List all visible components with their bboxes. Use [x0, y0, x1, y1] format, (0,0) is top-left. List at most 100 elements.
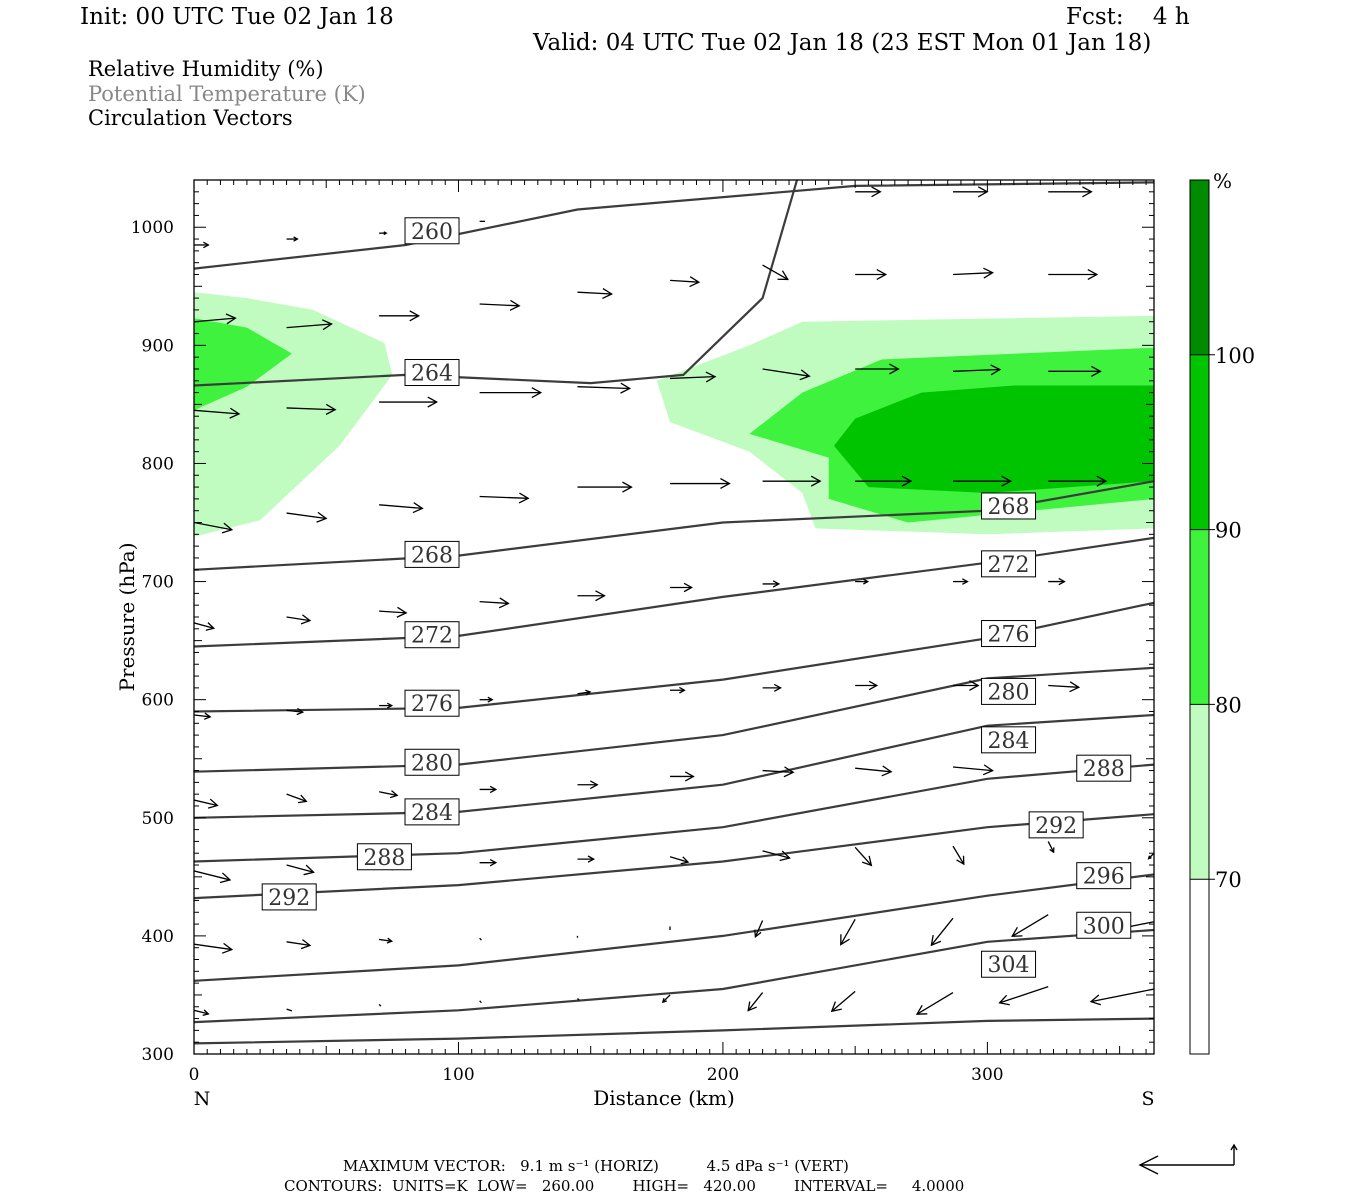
circulation-vector — [855, 186, 882, 198]
field-label-potential-temperature: Potential Temperature (K) — [88, 82, 366, 106]
contour-label: 264 — [404, 359, 460, 387]
svg-text:300: 300 — [1083, 914, 1125, 939]
circulation-vector — [1048, 577, 1066, 586]
circulation-vector — [1047, 841, 1055, 854]
circulation-vector — [194, 942, 234, 954]
circulation-vector — [479, 492, 530, 504]
circulation-vector — [762, 580, 781, 588]
circulation-vector — [762, 475, 822, 487]
circulation-vector — [855, 765, 893, 777]
circulation-vector — [762, 766, 795, 778]
colorbar-segment — [1190, 529, 1209, 705]
y-tick-label: 400 — [142, 927, 174, 947]
circulation-vector — [1048, 475, 1108, 487]
circulation-vector — [670, 582, 693, 593]
colorbar-tick-label: 100 — [1215, 344, 1255, 368]
circulation-vector — [762, 850, 791, 862]
svg-text:272: 272 — [411, 624, 453, 649]
colorbar-tick-label: 70 — [1215, 868, 1242, 892]
circulation-vector — [286, 793, 308, 804]
circulation-vector — [855, 363, 900, 375]
circulation-vector — [952, 764, 994, 776]
circulation-vector — [670, 771, 695, 782]
contour-label: 304 — [981, 950, 1037, 978]
contour-label: 272 — [981, 550, 1037, 578]
init-time-label: Init: 00 UTC Tue 02 Jan 18 — [80, 4, 394, 30]
humidity-zone-80 — [194, 318, 292, 411]
circulation-vector — [762, 683, 782, 692]
circulation-vector — [286, 614, 312, 625]
svg-text:288: 288 — [1083, 757, 1125, 782]
svg-text:304: 304 — [988, 953, 1030, 978]
y-tick-label: 800 — [142, 454, 174, 474]
theta-contour-288 — [194, 763, 1154, 863]
theta-contour-276 — [194, 601, 1154, 713]
contour-label: 284 — [404, 798, 460, 826]
humidity-zone-90 — [834, 385, 1154, 493]
circulation-vector — [1011, 914, 1049, 937]
svg-text:272: 272 — [988, 553, 1030, 578]
circulation-vector — [1048, 186, 1093, 198]
colorbar-segment — [1190, 354, 1209, 530]
theta-contour-304 — [194, 1017, 1154, 1045]
field-label-circulation-vectors: Circulation Vectors — [88, 106, 293, 130]
circulation-vector — [577, 288, 614, 300]
circulation-vector — [661, 994, 671, 1004]
circulation-vector — [194, 622, 216, 631]
contour-label: 288 — [356, 843, 412, 871]
circulation-vector — [1048, 681, 1081, 693]
x-tick-label: 0 — [189, 1065, 200, 1085]
x-tick-label: 200 — [707, 1065, 739, 1085]
circulation-vector — [953, 186, 989, 198]
circulation-vector — [855, 268, 888, 281]
circulation-vector — [953, 680, 980, 691]
contour-label: 272 — [404, 621, 460, 649]
circulation-vector — [286, 1008, 293, 1012]
circulation-vector — [952, 267, 994, 279]
circulation-vector — [479, 696, 494, 703]
circulation-vector — [1048, 268, 1099, 281]
circulation-vector — [194, 798, 219, 809]
circulation-vector — [577, 590, 606, 602]
circulation-vector — [577, 780, 599, 790]
circulation-vector — [379, 937, 394, 944]
circulation-vector — [855, 680, 879, 691]
theta-contour-296 — [194, 873, 1154, 982]
svg-text:280: 280 — [988, 680, 1030, 705]
reference-vector — [1138, 1143, 1238, 1175]
circulation-vector — [952, 845, 965, 866]
circulation-vector — [379, 310, 421, 322]
svg-text:280: 280 — [411, 751, 453, 776]
circulation-vector — [194, 241, 210, 249]
theta-contours — [194, 180, 1154, 1045]
axes: 300 400 500 600 700 800 900 1000 0 100 200 300 Dista… — [115, 179, 1155, 1110]
circulation-vector — [840, 919, 856, 946]
circulation-vector — [286, 236, 299, 242]
circulation-vector — [762, 368, 811, 381]
colorbar-tick-label: 80 — [1215, 693, 1242, 717]
circulation-vector — [479, 1000, 482, 1004]
colorbar-unit: % — [1213, 169, 1232, 193]
contour-label: 280 — [404, 748, 460, 776]
valid-time-label: Valid: 04 UTC Tue 02 Jan 18 (23 EST Mon … — [533, 30, 1152, 56]
circulation-vector — [577, 382, 632, 394]
contour-labels: 3043002962922922882882842842802802762762… — [261, 217, 1132, 978]
circulation-vector — [286, 511, 328, 523]
circulation-vector — [379, 231, 388, 236]
circulation-vector — [194, 521, 234, 534]
circulation-vector — [286, 403, 337, 415]
circulation-vector — [194, 870, 232, 884]
contour-label: 268 — [404, 540, 460, 568]
circulation-vector — [194, 313, 237, 325]
contour-label: 280 — [981, 677, 1037, 705]
circulation-vector — [830, 990, 856, 1013]
circulation-vector — [379, 502, 424, 514]
circulation-vector — [577, 481, 633, 493]
max-vector-note: MAXIMUM VECTOR: 9.1 m s⁻¹ (HORIZ) 4.5 dP… — [343, 1157, 849, 1175]
circulation-vector — [577, 998, 580, 1001]
circulation-vector — [670, 478, 731, 490]
circulation-vector — [747, 992, 764, 1012]
svg-text:268: 268 — [988, 495, 1030, 520]
theta-contour-268 — [194, 480, 1154, 571]
circulation-vector — [953, 578, 969, 585]
